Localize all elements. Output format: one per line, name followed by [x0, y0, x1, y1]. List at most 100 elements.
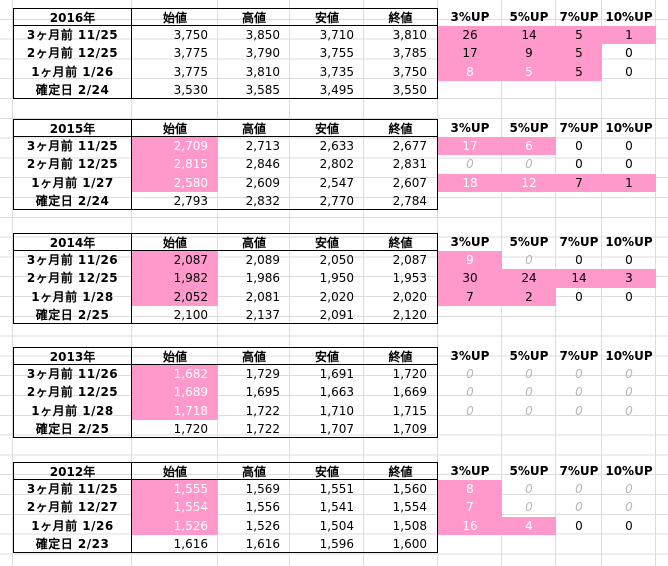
open-cell[interactable]: 1,554 [132, 498, 218, 517]
header-7up[interactable]: 7%UP [559, 10, 599, 24]
up3-cell[interactable]: 0 [466, 367, 474, 382]
header-7up[interactable]: 7%UP [559, 464, 599, 478]
close-cell[interactable]: 1,720 [364, 365, 438, 384]
header-10up[interactable]: 10%UP [605, 464, 653, 478]
open-cell[interactable]: 2,052 [132, 287, 218, 306]
row-label[interactable]: 確定日 2/25 [13, 419, 132, 438]
low-cell[interactable]: 1,596 [290, 535, 364, 553]
up10-cell[interactable]: 0 [625, 253, 633, 268]
header-low[interactable]: 安値 [290, 347, 364, 366]
header-high[interactable]: 高値 [218, 119, 290, 138]
up3-cell[interactable]: 0 [466, 403, 474, 418]
open-cell[interactable]: 1,616 [132, 535, 218, 553]
up3-cell[interactable]: 17 [438, 44, 502, 63]
open-cell[interactable]: 2,087 [132, 251, 218, 270]
up5-cell[interactable]: 4 [502, 516, 556, 535]
header-open[interactable]: 始値 [132, 462, 218, 481]
header-open[interactable]: 始値 [132, 8, 218, 27]
header-open[interactable]: 始値 [132, 233, 218, 252]
close-cell[interactable]: 3,550 [364, 80, 438, 99]
row-label[interactable]: 確定日 2/25 [13, 305, 132, 324]
close-cell[interactable]: 1,669 [364, 383, 438, 402]
header-10up[interactable]: 10%UP [605, 121, 653, 135]
up10-cell[interactable]: 0 [625, 46, 633, 61]
high-cell[interactable]: 1,526 [245, 518, 280, 533]
header-close[interactable]: 終値 [364, 462, 438, 481]
row-label[interactable]: 1ヶ月前 1/28 [13, 287, 132, 306]
up5-cell[interactable]: 2 [502, 287, 556, 306]
header-5up[interactable]: 5%UP [509, 349, 549, 363]
header-3up[interactable]: 3%UP [450, 121, 490, 135]
open-cell[interactable]: 1,682 [132, 365, 218, 384]
up5-cell[interactable]: 12 [502, 173, 556, 192]
up7-cell[interactable]: 0 [575, 253, 583, 268]
up3-cell[interactable]: 7 [438, 287, 502, 306]
close-cell[interactable]: 1,508 [364, 516, 438, 535]
high-cell[interactable]: 1,722 [218, 420, 290, 438]
up7-cell[interactable]: 0 [575, 385, 583, 400]
up7-cell[interactable]: 14 [556, 269, 602, 288]
high-cell[interactable]: 2,089 [245, 253, 280, 268]
header-3up[interactable]: 3%UP [450, 10, 490, 24]
header-close[interactable]: 終値 [364, 233, 438, 252]
up3-cell[interactable]: 18 [438, 173, 502, 192]
header-close[interactable]: 終値 [364, 347, 438, 366]
high-cell[interactable]: 3,790 [245, 46, 280, 61]
high-cell[interactable]: 1,729 [245, 367, 280, 382]
up5-cell[interactable]: 5 [502, 62, 556, 81]
header-5up[interactable]: 5%UP [509, 10, 549, 24]
open-cell[interactable]: 3,530 [132, 81, 218, 99]
up10-cell[interactable]: 3 [602, 269, 656, 288]
open-cell[interactable]: 2,100 [132, 306, 218, 324]
header-close[interactable]: 終値 [364, 8, 438, 27]
header-3up[interactable]: 3%UP [450, 349, 490, 363]
open-cell[interactable]: 2,793 [132, 192, 218, 210]
up10-cell[interactable]: 0 [625, 289, 633, 304]
high-cell[interactable]: 2,137 [218, 306, 290, 324]
close-cell[interactable]: 1,953 [364, 269, 438, 288]
up3-cell[interactable]: 0 [466, 157, 474, 172]
header-high[interactable]: 高値 [218, 233, 290, 252]
up7-cell[interactable]: 0 [575, 518, 583, 533]
header-high[interactable]: 高値 [218, 462, 290, 481]
up3-cell[interactable]: 26 [438, 26, 502, 45]
open-cell[interactable]: 1,689 [132, 383, 218, 402]
row-label[interactable]: 2ヶ月前 12/25 [13, 155, 132, 174]
header-open[interactable]: 始値 [132, 347, 218, 366]
row-label[interactable]: 2ヶ月前 12/27 [13, 498, 132, 517]
up7-cell[interactable]: 0 [575, 482, 583, 497]
year-header[interactable]: 2016年 [13, 8, 132, 27]
row-label[interactable]: 1ヶ月前 1/26 [13, 62, 132, 81]
up3-cell[interactable]: 8 [438, 480, 502, 499]
header-close[interactable]: 終値 [364, 119, 438, 138]
up3-cell[interactable]: 0 [466, 385, 474, 400]
close-cell[interactable]: 3,810 [364, 26, 438, 45]
header-3up[interactable]: 3%UP [450, 464, 490, 478]
year-header[interactable]: 2015年 [13, 119, 132, 138]
up10-cell[interactable]: 0 [625, 139, 633, 154]
up10-cell[interactable]: 0 [625, 385, 633, 400]
up5-cell[interactable]: 0 [525, 385, 533, 400]
up10-cell[interactable]: 0 [625, 482, 633, 497]
high-cell[interactable]: 1,569 [245, 482, 280, 497]
up7-cell[interactable]: 0 [575, 289, 583, 304]
close-cell[interactable]: 1,554 [364, 498, 438, 517]
year-header[interactable]: 2013年 [13, 347, 132, 366]
header-low[interactable]: 安値 [290, 462, 364, 481]
row-label[interactable]: 確定日 2/24 [13, 80, 132, 99]
up3-cell[interactable]: 9 [438, 251, 502, 270]
row-label[interactable]: 1ヶ月前 1/28 [13, 401, 132, 420]
up10-cell[interactable]: 1 [602, 173, 656, 192]
high-cell[interactable]: 3,585 [218, 81, 290, 99]
high-cell[interactable]: 1,556 [245, 500, 280, 515]
up5-cell[interactable]: 0 [525, 482, 533, 497]
header-10up[interactable]: 10%UP [605, 349, 653, 363]
row-label[interactable]: 3ヶ月前 11/25 [13, 137, 132, 156]
high-cell[interactable]: 2,609 [245, 175, 280, 190]
up5-cell[interactable]: 9 [502, 44, 556, 63]
close-cell[interactable]: 2,784 [364, 191, 438, 210]
header-5up[interactable]: 5%UP [509, 121, 549, 135]
up10-cell[interactable]: 0 [625, 403, 633, 418]
close-cell[interactable]: 1,709 [364, 419, 438, 438]
open-cell[interactable]: 1,555 [132, 480, 218, 499]
